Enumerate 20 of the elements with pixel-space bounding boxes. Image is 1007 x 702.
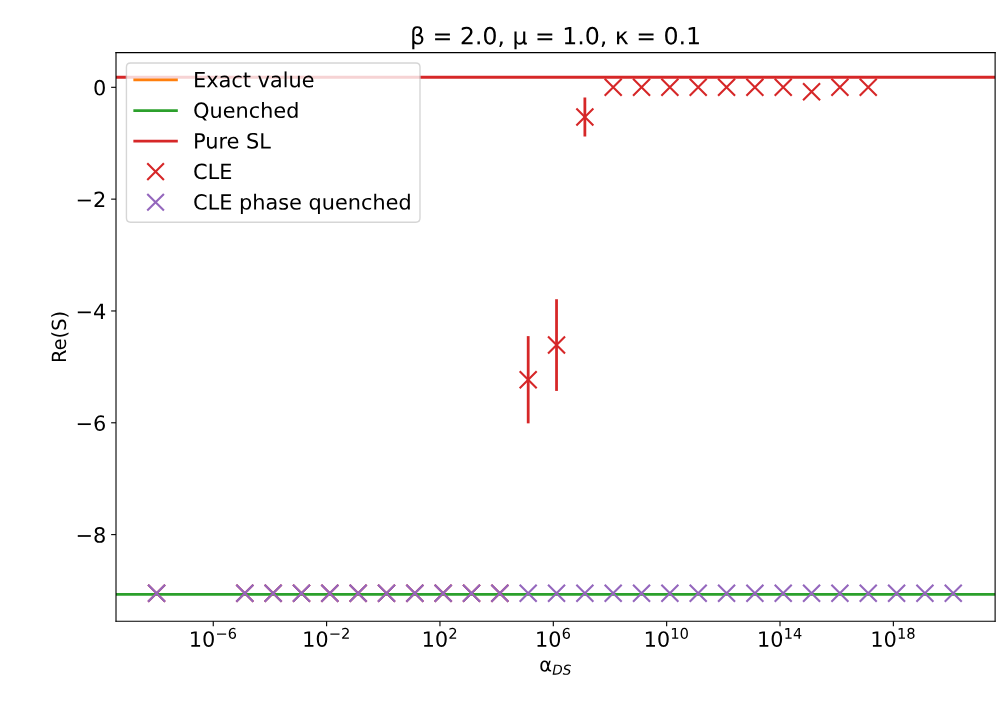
y-tick-label: −8 [77,527,105,543]
x-tick-label: 10$^{−2}$ [304,627,349,647]
x-tick-label: 10$^{14}$ [759,628,802,647]
x-tick-label: 10$^{6}$ [537,627,571,647]
y-tick-label: −6 [77,415,105,431]
legend-label: CLE phase quenched [194,193,410,214]
x-tick-label: 10$^{18}$ [872,627,915,647]
legend-label: Quenched [194,101,298,121]
text: Exact value [195,71,314,88]
x-tick-label: 10$^{−6}$ [191,627,237,647]
y-tick-label: −4 [77,303,106,319]
legend-label: CLE [194,163,232,180]
x-tick-label: 10$^{10}$ [645,627,688,647]
y-axis-title: Re(S) [51,312,69,362]
x-tick-label: 10$^{2}$ [423,627,457,647]
x-axis-title: α$_{DS}$ [540,660,571,675]
chart-title: β = 2.0, μ = 1.0, κ = 0.1 [412,26,699,50]
y-tick-label: 0 [94,79,105,96]
y-tick-label: −2 [77,191,105,208]
legend-label: Pure SL [195,132,271,149]
